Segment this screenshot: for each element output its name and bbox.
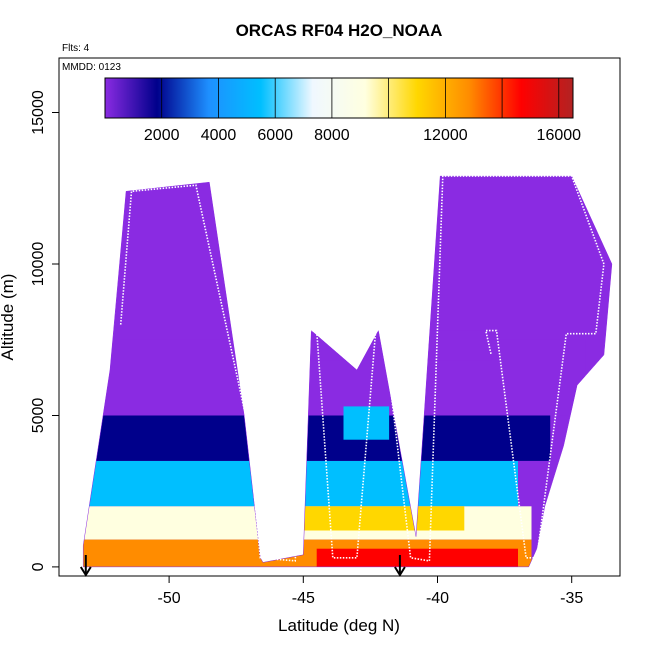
x-axis-label: Latitude (deg N) bbox=[278, 616, 400, 635]
chart-title: ORCAS RF04 H2O_NOAA bbox=[236, 21, 443, 40]
curtain-outline bbox=[82, 175, 613, 568]
down-arrow bbox=[79, 555, 92, 577]
colorbar-tick-label: 6000 bbox=[257, 127, 293, 144]
flights-label: Flts: 4 bbox=[62, 43, 90, 54]
y-tick-label: 5000 bbox=[30, 398, 47, 434]
mmdd-label: MMDD: 0123 bbox=[62, 62, 121, 73]
y-axis: 0 5000 10000 15000 bbox=[30, 90, 59, 571]
field-band bbox=[88, 415, 551, 461]
y-tick-label: 10000 bbox=[30, 242, 47, 287]
x-axis: -50 -45 -40 -35 bbox=[158, 576, 583, 607]
plot-frame bbox=[58, 57, 621, 577]
flight-track-layer bbox=[119, 175, 605, 562]
colorbar-fill bbox=[105, 78, 573, 118]
down-arrow bbox=[394, 555, 406, 577]
colorbar-tick-label: 16000 bbox=[537, 127, 582, 144]
field-band bbox=[343, 406, 390, 440]
x-tick-label: -40 bbox=[426, 590, 449, 607]
arrow-layer bbox=[79, 555, 406, 577]
colorbar-tick-label: 8000 bbox=[314, 127, 350, 144]
x-tick-label: -45 bbox=[292, 590, 315, 607]
arrow-head bbox=[79, 566, 92, 577]
colorbar-tick-label: 12000 bbox=[423, 127, 468, 144]
colorbar-tick-label: 2000 bbox=[144, 127, 180, 144]
colorbar-frame bbox=[104, 77, 574, 119]
y-tick-label: 15000 bbox=[30, 90, 47, 135]
x-tick-label: -35 bbox=[560, 590, 583, 607]
colorbar-tick-label: 4000 bbox=[201, 127, 237, 144]
field-band bbox=[276, 506, 465, 531]
x-tick-label: -50 bbox=[158, 590, 181, 607]
arrow-head bbox=[394, 566, 406, 577]
field-band bbox=[316, 548, 518, 567]
y-tick-label: 0 bbox=[30, 562, 47, 571]
colorbar: 2000 4000 6000 8000 12000 16000 bbox=[104, 77, 582, 144]
y-axis-label: Altitude (m) bbox=[0, 274, 17, 361]
flight-track bbox=[119, 175, 605, 562]
